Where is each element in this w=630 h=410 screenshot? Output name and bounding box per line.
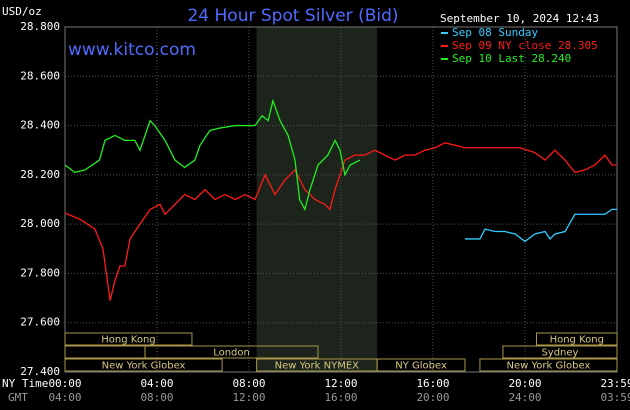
x-tick-label: 20:00 [508,377,541,390]
x-tick-label: 04:00 [140,377,173,390]
session-label: New York Globex [102,361,186,372]
y-tick-label: 27.800 [20,266,60,279]
session-label: NY Globex [395,361,447,372]
session-box [64,345,146,359]
session-label: Hong Kong [101,335,155,346]
session-box [376,358,466,372]
chart-title: 24 Hour Spot Silver (Bid) [187,6,398,26]
y-axis-label: USD/oz [2,5,42,18]
legend-label: Sep 09 NY close 28.305 [452,39,598,52]
session-box [479,358,618,372]
session-box [64,358,223,372]
x-tick-label: 23:59 [600,377,630,390]
session-label: Sydney [541,348,578,359]
y-tick-label: 27.400 [20,365,60,378]
session-box [144,345,319,359]
session-label: Hong Kong [550,335,604,346]
y-tick-label: 28.000 [20,217,60,230]
x-tick-label-gmt: 12:00 [232,391,265,404]
x-tick-label: 12:00 [324,377,357,390]
y-tick-label: 28.400 [20,119,60,132]
session-label: London [213,348,250,359]
legend-label: Sep 10 Last 28.240 [452,52,571,65]
shaded-region [256,27,378,372]
series-line [64,142,617,301]
y-tick-label: 28.200 [20,168,60,181]
legend-label: Sep 08 Sunday [452,26,538,39]
timestamp: September 10, 2024 12:43 [440,12,599,25]
x-tick-label: 00:00 [48,377,81,390]
y-tick-label: 28.800 [20,20,60,33]
x-tick-label-gmt: 24:00 [508,391,541,404]
y-tick-label: 28.600 [20,69,60,82]
session-box [64,332,193,346]
session-label: New York Globex [507,361,591,372]
session-box [536,332,618,346]
session-label: New York NYMEX [275,361,360,372]
x-tick-label-gmt: 08:00 [140,391,173,404]
x-row-label: GMT [8,391,28,404]
x-tick-label-gmt: 03:59 [600,391,630,404]
series-line [464,208,617,243]
session-box [502,345,618,359]
series-line [64,98,361,212]
x-tick-label-gmt: 04:00 [48,391,81,404]
x-tick-label-gmt: 20:00 [416,391,449,404]
plot-frame [64,26,618,373]
x-tick-label: 08:00 [232,377,265,390]
watermark: www.kitco.com [68,40,196,60]
x-row-label: NY Time [2,377,48,390]
y-tick-label: 27.600 [20,316,60,329]
x-tick-label-gmt: 16:00 [324,391,357,404]
x-tick-label: 16:00 [416,377,449,390]
